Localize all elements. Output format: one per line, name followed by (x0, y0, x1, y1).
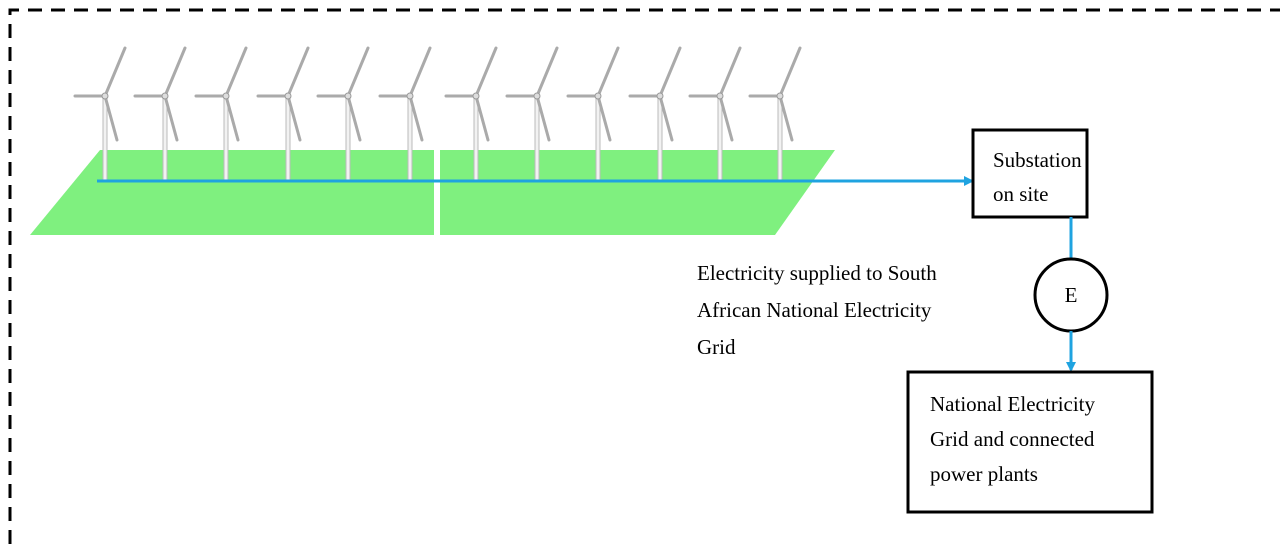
boundary (8, 8, 1280, 544)
turbine-part (344, 92, 352, 100)
turbine-part (407, 95, 413, 181)
node-label: Substation (993, 148, 1082, 172)
turbine-part (776, 92, 784, 100)
turbine-part (657, 95, 663, 181)
turbine-part (406, 92, 414, 100)
edge-label: Grid (697, 335, 736, 359)
edge-label: Electricity supplied to South (697, 261, 937, 285)
turbine-part (101, 92, 109, 100)
turbine-part (594, 92, 602, 100)
substation-box (971, 128, 1089, 219)
turbine-part (628, 46, 682, 142)
node-label: on site (993, 182, 1048, 206)
turbine-part (223, 95, 229, 181)
turbine-part (533, 92, 541, 100)
turbine-part (73, 46, 127, 142)
turbine-part (473, 95, 479, 181)
turbine-part (777, 95, 783, 181)
turbine-part (534, 95, 540, 181)
edge-label: African National Electricity (697, 298, 932, 322)
turbine-part (133, 46, 187, 142)
field (440, 150, 835, 235)
turbine-part (595, 95, 601, 181)
node-label: Grid and connected (930, 427, 1095, 451)
field (30, 150, 434, 235)
turbines (73, 46, 802, 181)
turbine-part (102, 95, 108, 181)
turbine-part (566, 46, 620, 142)
turbine-part (505, 46, 559, 142)
turbine-part (472, 92, 480, 100)
turbine-part (717, 95, 723, 181)
turbine-part (194, 46, 248, 142)
grid-box (906, 370, 1154, 514)
turbine-part (285, 95, 291, 181)
turbine-part (748, 46, 802, 142)
turbine-part (378, 46, 432, 142)
turbine-part (345, 95, 351, 181)
turbine-part (161, 92, 169, 100)
node-label: power plants (930, 462, 1038, 486)
turbine-part (316, 46, 370, 142)
turbine-part (656, 92, 664, 100)
turbine-part (444, 46, 498, 142)
meter-label: E (1065, 283, 1078, 307)
turbine-part (162, 95, 168, 181)
node-label: National Electricity (930, 392, 1096, 416)
turbine-part (716, 92, 724, 100)
turbine-part (284, 92, 292, 100)
turbine-part (222, 92, 230, 100)
turbine-part (688, 46, 742, 142)
turbine-part (256, 46, 310, 142)
